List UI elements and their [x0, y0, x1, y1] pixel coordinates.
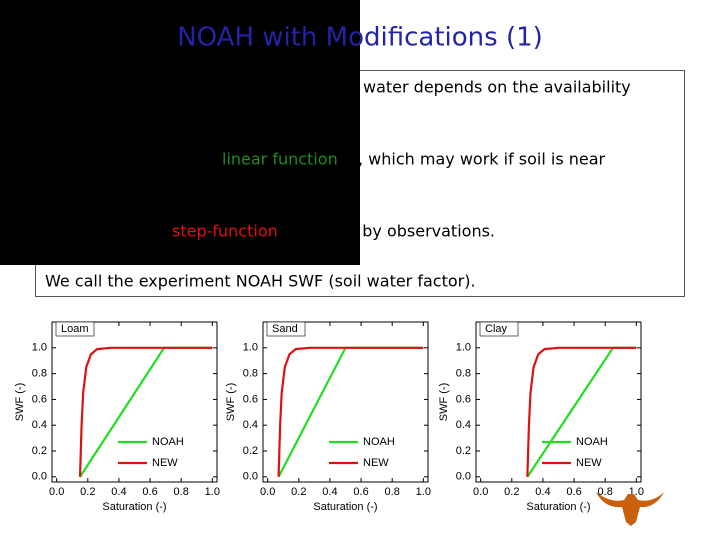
chart: 0.0 0.2 0.4 0.6 0.8 1.0 0.0 0.2 0.4 0.6 0.8 1.0 Satu…	[14, 321, 220, 513]
y-tick-label: 0.4	[243, 419, 258, 431]
y-tick-label: 0.0	[243, 471, 258, 483]
legend-label: NEW	[363, 457, 389, 469]
x-tick-label: 1.0	[205, 486, 220, 498]
y-tick-label: 1.0	[456, 342, 471, 354]
logo	[596, 492, 664, 526]
slide-text: step-function	[172, 222, 278, 241]
panel-label: Loam	[61, 323, 89, 335]
y-tick-label: 1.0	[32, 342, 47, 354]
slide-title: NOAH with Modifications (1)	[177, 23, 543, 53]
y-tick-label: 0.0	[456, 471, 471, 483]
chart: 0.0 0.2 0.4 0.6 0.8 1.0 0.0 0.2 0.4 0.6 0.8 1.0 Satu…	[225, 321, 431, 513]
legend-label: NOAH	[363, 436, 395, 448]
plot-frame	[51, 321, 218, 483]
x-tick-label: 0.6	[353, 486, 368, 498]
slide-text: linear function	[222, 150, 338, 169]
plot-frame	[262, 321, 429, 483]
longhorn-icon	[596, 492, 664, 526]
y-tick-label: 0.6	[243, 393, 258, 405]
y-axis-label: SWF (-)	[438, 383, 450, 421]
y-axis-label: SWF (-)	[225, 383, 237, 421]
x-tick-label: 0.4	[111, 486, 126, 498]
x-tick-label: 0.4	[535, 486, 550, 498]
x-axis-label: Saturation (-)	[526, 501, 590, 513]
legend-label: NEW	[576, 457, 602, 469]
series-line	[526, 346, 637, 477]
y-tick-label: 0.8	[243, 368, 258, 380]
slide-text: water depends on the availability	[363, 78, 631, 97]
x-axis-label: Saturation (-)	[102, 501, 166, 513]
slide-text: d by observations.	[347, 222, 495, 241]
legend-label: NOAH	[152, 436, 184, 448]
x-tick-label: 0.0	[473, 486, 488, 498]
x-tick-label: 0.2	[80, 486, 95, 498]
x-tick-label: 0.8	[385, 486, 400, 498]
x-tick-label: 0.2	[504, 486, 519, 498]
y-tick-label: 0.4	[456, 419, 471, 431]
panel-label: Clay	[485, 323, 508, 335]
y-tick-label: 0.8	[456, 368, 471, 380]
legend-label: NEW	[152, 457, 178, 469]
chart: 0.0 0.2 0.4 0.6 0.8 1.00.00.20.40.60.81.0Satu…	[438, 321, 644, 513]
y-tick-label: 0.6	[32, 393, 47, 405]
x-tick-label: 0.6	[566, 486, 581, 498]
panel-label: Sand	[272, 323, 298, 335]
x-tick-label: 0.0	[49, 486, 64, 498]
x-tick-label: 0.4	[322, 486, 337, 498]
y-tick-label: 0.2	[243, 445, 258, 457]
x-tick-label: 0.6	[142, 486, 157, 498]
y-tick-label: 0.2	[32, 445, 47, 457]
y-axis-label: SWF (-)	[14, 383, 26, 421]
y-tick-label: 0.4	[32, 419, 47, 431]
x-tick-label: 0.8	[598, 486, 613, 498]
slide-text: , which may work if soil is near	[358, 150, 606, 169]
overlay-box	[0, 0, 360, 265]
y-tick-label: 0.2	[456, 445, 471, 457]
x-tick-label: 0.8	[174, 486, 189, 498]
series-line	[277, 346, 424, 477]
plot-frame	[475, 321, 642, 483]
panel-label-box	[266, 321, 306, 337]
series-line	[78, 346, 213, 477]
slide-text: We call the experiment NOAH SWF (soil wa…	[45, 272, 476, 291]
y-tick-label: 1.0	[243, 342, 258, 354]
x-tick-label: 0.2	[291, 486, 306, 498]
x-tick-label: 1.0	[416, 486, 431, 498]
y-tick-label: 0.8	[32, 368, 47, 380]
y-tick-label: 0.6	[456, 393, 471, 405]
x-tick-label: 0.0	[260, 486, 275, 498]
y-tick-label: 0.0	[32, 471, 47, 483]
x-axis-label: Saturation (-)	[313, 501, 377, 513]
legend-label: NOAH	[576, 436, 608, 448]
panel-label-box	[55, 321, 95, 337]
panel-label-box	[479, 321, 519, 337]
